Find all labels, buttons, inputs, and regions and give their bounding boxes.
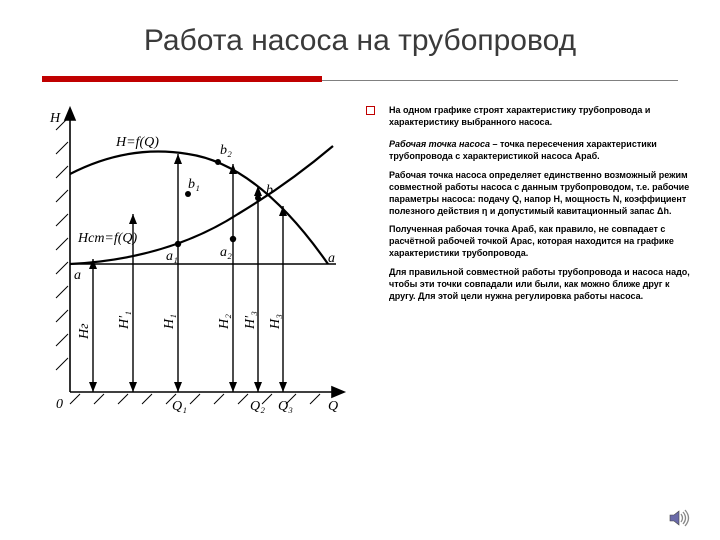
xtick-q3: Q₃ [278,399,293,414]
xtick-q2: Q₂ [250,399,265,414]
point-a-left: a [74,268,81,283]
axis-y-label: H [49,111,61,126]
point-a1: a₁ [166,249,178,264]
h-label-4: H'₃ [243,311,258,330]
origin-label: 0 [56,397,63,412]
curve-pump-label: H=f(Q) [115,135,159,150]
pump-chart: H Q 0 H=f(Q) Hст=f(Q) a a b b₁ b₂ a₁ a₂ … [38,104,348,414]
bullet-icon [366,106,375,115]
point-b1: b₁ [188,177,200,192]
page-title: Работа насоса на трубопровод [0,0,720,70]
h-label-0: Hг [77,323,92,340]
curve-pipe-label: Hст=f(Q) [77,231,138,246]
para-1: На одном графике строят характеристику т… [389,104,690,128]
para-2: Рабочая точка насоса – точка пересечения… [389,138,690,162]
point-b: b [266,183,273,198]
speaker-icon [668,508,690,528]
text-column: На одном графике строят характеристику т… [366,104,690,414]
para-5: Для правильной совместной работы трубопр… [389,266,690,302]
h-label-1: H'₁ [117,311,132,330]
title-underline [42,76,678,82]
axis-x-label-end: Q [328,399,338,414]
xtick-q1: Q₁ [172,399,187,414]
point-b2: b₂ [220,143,232,158]
point-a2: a₂ [220,245,232,260]
para-2-lead: Рабочая точка насоса [389,139,490,149]
para-4: Полученная рабочая точка Aраб, как прави… [389,223,690,259]
h-label-2: H₁ [162,314,177,330]
h-label-3: H₂ [217,314,232,330]
h-label-5: H₃ [268,314,283,330]
point-a-right: a [328,251,335,266]
para-3: Рабочая точка насоса определяет единстве… [389,169,690,218]
